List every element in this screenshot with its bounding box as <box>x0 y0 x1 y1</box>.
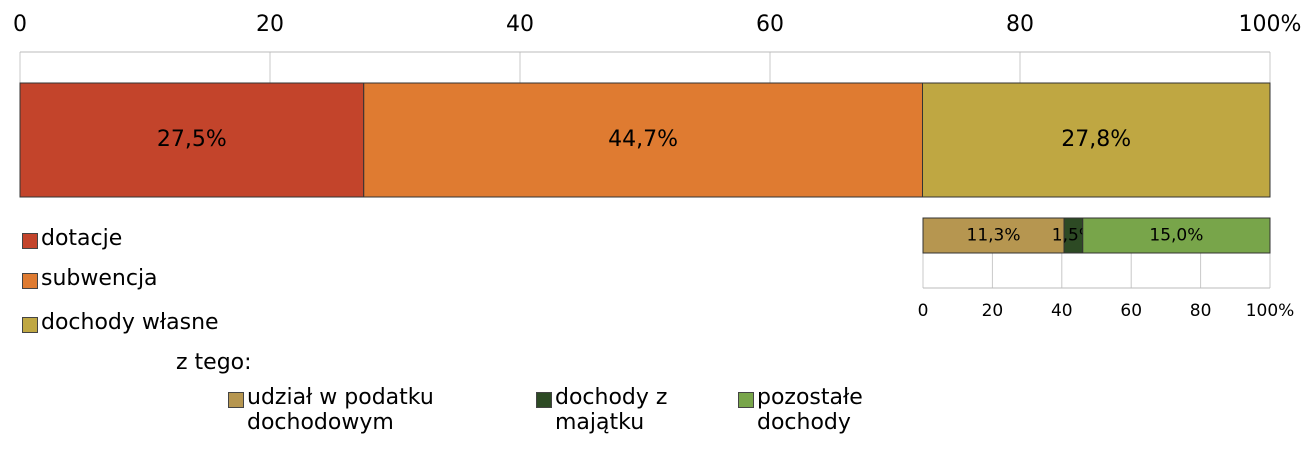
legend-swatch <box>22 273 38 289</box>
bar-segment <box>922 82 1271 198</box>
legend-item: dochody własne <box>22 310 322 335</box>
x-tick-label: 0 <box>918 301 929 321</box>
x-tick-label: 20 <box>982 301 1004 321</box>
x-tick-label: 40 <box>506 12 534 37</box>
x-tick-label: 60 <box>756 12 784 37</box>
legend-swatch <box>738 392 754 408</box>
legend-item: dotacje <box>22 226 322 251</box>
x-tick-label: 100% <box>1246 301 1295 321</box>
legend-label: dotacje <box>41 226 123 251</box>
value-label: 27,5% <box>157 127 227 152</box>
x-tick-label: 60 <box>1120 301 1142 321</box>
legend-swatch <box>22 233 38 249</box>
value-label: 27,8% <box>1061 127 1131 152</box>
legend-swatch <box>228 392 244 408</box>
legend-label: subwencja <box>41 266 158 291</box>
value-label: 15,0% <box>1149 226 1203 246</box>
legend-label: dochody własne <box>41 310 219 335</box>
x-tick-label: 80 <box>1006 12 1034 37</box>
legend-item: dochody z majątku <box>536 385 686 436</box>
legend-swatch <box>22 317 38 333</box>
annotation: z tego: <box>176 350 252 375</box>
bar-segment <box>1082 217 1271 254</box>
legend-label: dochody z majątku <box>555 385 668 436</box>
value-label: 44,7% <box>608 127 678 152</box>
x-tick-label: 80 <box>1190 301 1212 321</box>
x-tick-label: 20 <box>256 12 284 37</box>
value-label: 11,3% <box>967 226 1021 246</box>
x-tick-label: 40 <box>1051 301 1073 321</box>
legend-label: udział w podatku dochodowym <box>247 385 434 436</box>
legend-item: pozostałe dochody <box>738 385 908 436</box>
legend-item: subwencja <box>22 266 322 291</box>
legend-label: pozostałe dochody <box>757 385 863 436</box>
x-tick-label: 100% <box>1239 12 1302 37</box>
x-tick-label: 0 <box>13 12 27 37</box>
bar-segment <box>19 82 365 198</box>
bar-segment <box>363 82 923 198</box>
legend-swatch <box>536 392 552 408</box>
legend-item: udział w podatku dochodowym <box>228 385 488 436</box>
